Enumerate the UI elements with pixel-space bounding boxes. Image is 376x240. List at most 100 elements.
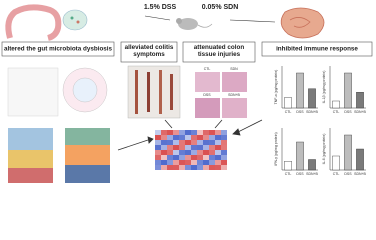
heatmap-cell: [203, 160, 209, 165]
colon-illustration: [5, 4, 88, 41]
header-text: altered the gut microbiota dysbiosis: [4, 46, 113, 53]
heatmap-cell: [221, 155, 227, 160]
x-tick-label: DSS: [344, 110, 352, 114]
bar: [308, 159, 316, 171]
bar: [296, 72, 304, 109]
heatmap-cell: [215, 140, 221, 145]
heatmap-cell: [161, 160, 167, 165]
heatmap-cell: [203, 155, 209, 160]
heatmap-cell: [215, 150, 221, 155]
heatmap-cell: [161, 150, 167, 155]
heatmap-cell: [161, 145, 167, 150]
x-tick-label: DSS: [296, 172, 304, 176]
x-tick-label: DSS: [296, 110, 304, 114]
heatmap-cell: [203, 165, 209, 170]
y-axis-label: IFN-γ (pg/mg protein): [274, 132, 278, 165]
x-tick-label: SDN+B: [354, 172, 366, 176]
x-tick-label: SDN+B: [306, 110, 318, 114]
heatmap-cell: [209, 145, 215, 150]
header-text: attenuated colon: [194, 44, 245, 51]
colon-photos: [127, 65, 181, 119]
heatmap-cell: [185, 135, 191, 140]
heatmap-cell: [203, 150, 209, 155]
heatmap-cell: [179, 145, 185, 150]
x-tick-label: DSS: [344, 172, 352, 176]
x-tick-label: CTL: [285, 172, 292, 176]
heatmap-cell: [215, 145, 221, 150]
bar: [344, 134, 352, 171]
heatmap-cell: [179, 165, 185, 170]
mouse-icon: [176, 18, 213, 30]
heatmap-cell: [221, 160, 227, 165]
heatmap-cell: [191, 165, 197, 170]
heatmap-cell: [203, 145, 209, 150]
heatmap-cell: [191, 135, 197, 140]
heatmap-cell: [173, 150, 179, 155]
heatmap-cell: [215, 155, 221, 160]
heatmap-cell: [197, 150, 203, 155]
heatmap-cell: [167, 160, 173, 165]
heatmap-cell: [173, 160, 179, 165]
heatmap-cell: [209, 155, 215, 160]
heatmap-cell: [173, 135, 179, 140]
heatmap-cell: [167, 165, 173, 170]
heatmap-cell: [209, 140, 215, 145]
heatmap-cell: [215, 160, 221, 165]
heatmap-cell: [209, 165, 215, 170]
heatmap-cell: [215, 135, 221, 140]
bar: [356, 92, 364, 109]
heatmap-cell: [161, 135, 167, 140]
heatmap-cell: [215, 165, 221, 170]
heatmap-cell: [191, 155, 197, 160]
x-tick-label: CTL: [333, 172, 340, 176]
heatmap-cell: [197, 155, 203, 160]
bar: [332, 100, 340, 109]
y-axis-label: IL-6 (pg/mg protein): [322, 134, 326, 165]
graphical-abstract: 1.5% DSS 0.05% SDN TNF-α (pg/mg protein)…: [1, 4, 373, 183]
heatmap-cell: [167, 145, 173, 150]
histology-label: SDN+B: [228, 93, 240, 97]
heatmap-cell: [167, 140, 173, 145]
heatmap-cell: [155, 140, 161, 145]
heatmap-cell: [173, 145, 179, 150]
heatmap-cell: [167, 155, 173, 160]
x-tick-label: SDN+B: [354, 110, 366, 114]
histology-label: CTL: [204, 67, 211, 71]
heatmap-cell: [209, 150, 215, 155]
histology-label: DSS: [203, 93, 211, 97]
header-box: [182, 41, 256, 63]
heatmap-cell: [167, 130, 173, 135]
heatmap-cell: [221, 165, 227, 170]
heatmap-cell: [185, 140, 191, 145]
heatmap-cell: [155, 165, 161, 170]
bar: [296, 141, 304, 171]
header-text: alleviated colitis: [125, 44, 174, 51]
heatmap-cell: [185, 160, 191, 165]
heatmap-cell: [203, 130, 209, 135]
treatment-label: 1.5% DSS: [144, 4, 177, 11]
heatmap-cell: [161, 155, 167, 160]
header-text: inhibited immune response: [276, 46, 358, 53]
heatmap-cell: [209, 135, 215, 140]
heatmap-cell: [155, 130, 161, 135]
heatmap-cell: [191, 130, 197, 135]
heatmap-cell: [197, 160, 203, 165]
heatmap-cell: [173, 165, 179, 170]
y-axis-label: IL-1β (pg/mg protein): [322, 71, 326, 104]
bar: [284, 97, 292, 109]
heatmap-cell: [179, 160, 185, 165]
header-text: symptoms: [133, 51, 165, 58]
heatmap-cell: [173, 130, 179, 135]
heatmap-cell: [197, 165, 203, 170]
bar: [344, 72, 352, 109]
heatmap-cell: [221, 135, 227, 140]
microbiota-figures: [7, 67, 110, 183]
bar: [284, 161, 292, 171]
bar: [308, 88, 316, 109]
heatmap-cell: [203, 140, 209, 145]
header-box: [1, 41, 115, 57]
header-box: [261, 41, 373, 57]
y-axis-label: TNF-α (pg/mg protein): [274, 70, 278, 105]
intestine-illustration: [280, 7, 325, 39]
heatmap-cell: [197, 130, 203, 135]
